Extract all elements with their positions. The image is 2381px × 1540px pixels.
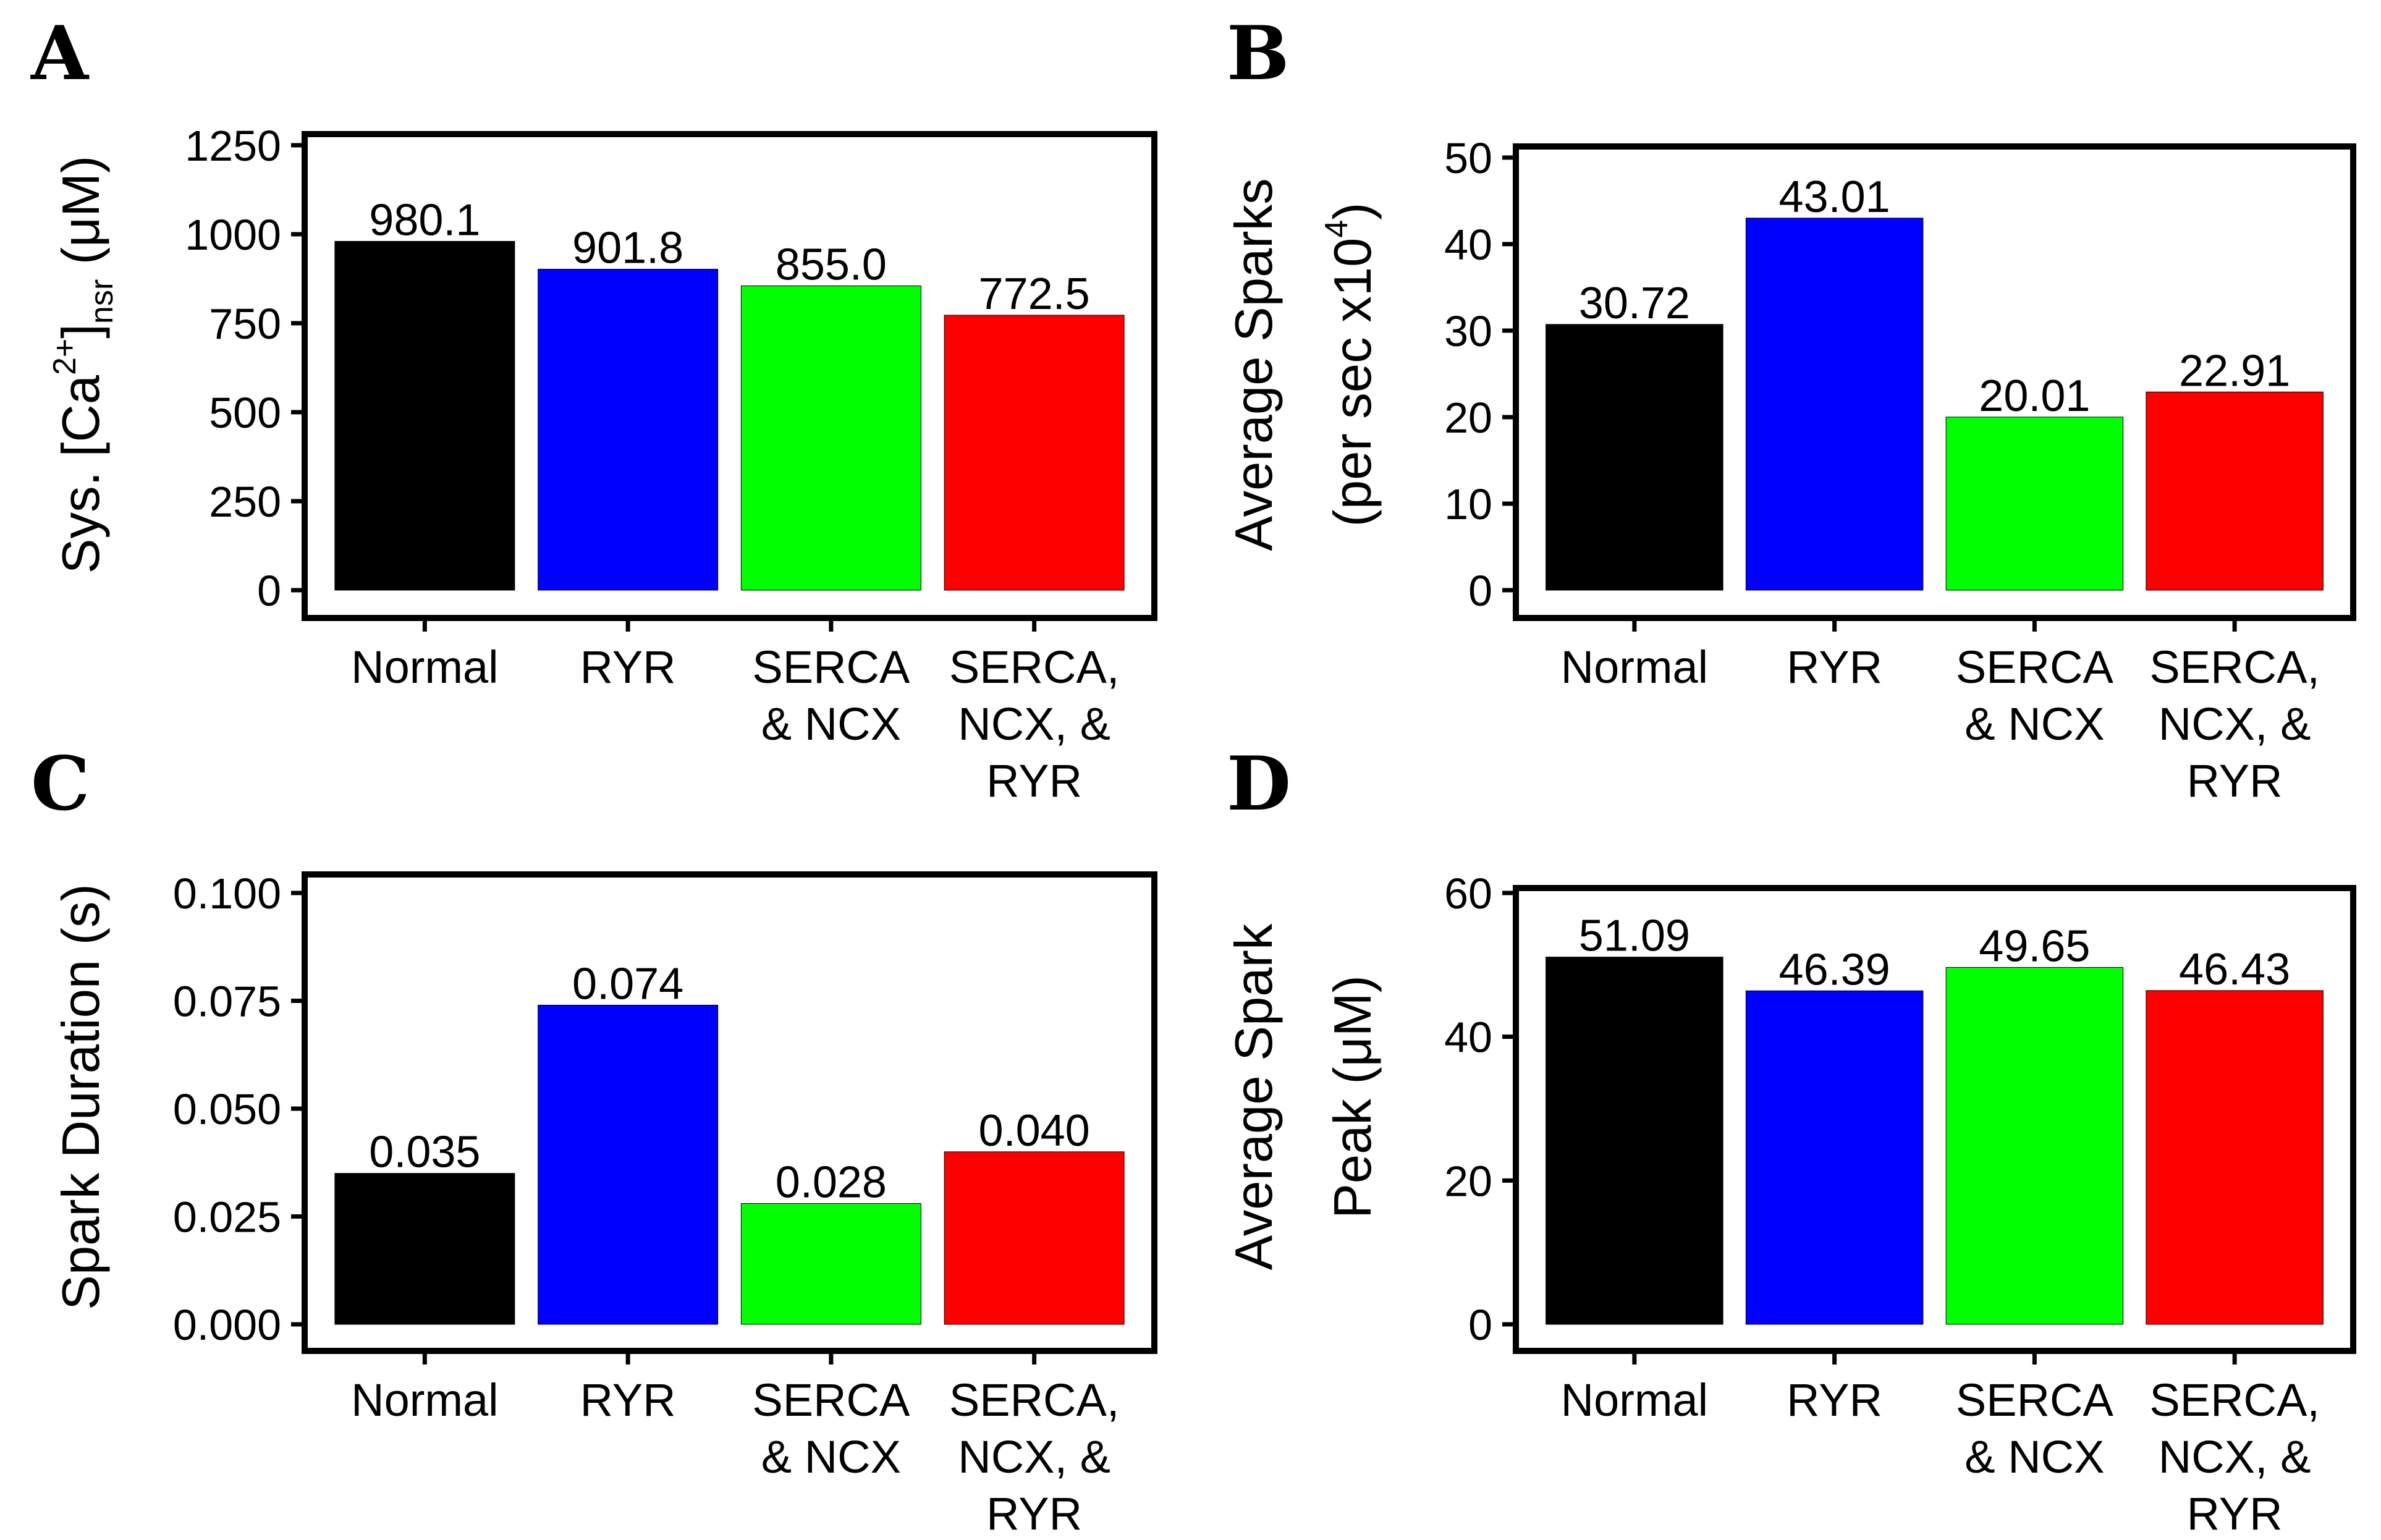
panel-a-data-label-1: 901.8: [572, 224, 683, 273]
panel-letter-a: A: [30, 10, 90, 97]
panel-b-bar-2: [1945, 417, 2124, 591]
panel-b-bar-1: [1745, 218, 1924, 591]
panel-a-ytick-label-2: 500: [209, 389, 281, 437]
panel-a-category-label-3: SERCA, NCX, & RYR: [949, 641, 1120, 806]
panel-c-ytick-label-0: 0.000: [173, 1301, 281, 1349]
panel-b-ytick-label-2: 20: [1444, 394, 1492, 442]
panel-d-ylabel-line2: Peak (μM): [1324, 975, 1382, 1219]
panel-a-bar-1: [538, 269, 719, 591]
panel-d-ylabel-line1: Average Spark: [1225, 923, 1284, 1270]
panel-d-data-label-2: 49.65: [1979, 921, 2090, 971]
panel-a-frame: [302, 131, 1157, 621]
panel-b-ylabel-line2: (per sec x104): [1319, 203, 1382, 527]
panel-a-data-label-0: 980.1: [369, 195, 480, 245]
panel-letter-c: C: [31, 740, 90, 827]
panel-d-category-label-0: Normal: [1561, 1374, 1708, 1426]
panel-d-ytick-label-1: 20: [1444, 1157, 1492, 1205]
panel-a-ytick-label-4: 1000: [185, 211, 281, 259]
panel-a-ylabel: Sys. [Ca2+]nsr (μM): [47, 156, 120, 573]
panel-c-category-label-3: SERCA, NCX, & RYR: [949, 1374, 1120, 1539]
panel-b-data-label-3: 22.91: [2179, 346, 2290, 396]
panel-b-ytick-label-0: 0: [1468, 567, 1492, 615]
panel-d-category-label-3: SERCA, NCX, & RYR: [2149, 1374, 2320, 1539]
panel-b-category-label-2: SERCA & NCX: [1956, 641, 2114, 750]
panel-d-ytick-label-3: 60: [1444, 869, 1492, 918]
panel-a-chart: 980.1 901.8 855.0 772.5 0 250 500 750 1000 1250 No…: [185, 122, 1157, 806]
panel-b-data-label-0: 30.72: [1579, 279, 1690, 328]
panel-c-ytick-label-4: 0.100: [173, 869, 281, 918]
panel-a-ytick-label-3: 750: [209, 300, 281, 348]
panel-a-ytick-label-0: 0: [257, 567, 281, 615]
panel-c-ylabel: Spark Duration (s): [52, 884, 111, 1310]
panel-c-category-label-0: Normal: [351, 1374, 498, 1426]
panel-d-ytick-label-0: 0: [1468, 1301, 1492, 1349]
panel-a-category-label-0: Normal: [351, 641, 498, 693]
panel-d-chart: 51.09 46.39 49.65 46.43 0 20 40 60 Normal RYR SERC…: [1444, 869, 2356, 1539]
panel-c-data-label-3: 0.040: [979, 1106, 1090, 1156]
panel-d-category-label-1: RYR: [1787, 1374, 1882, 1426]
panel-a-bar-3: [944, 315, 1125, 591]
panel-d-bar-0: [1546, 957, 1723, 1325]
panel-c-ytick-label-3: 0.075: [173, 978, 281, 1026]
panel-d-category-label-2: SERCA & NCX: [1956, 1374, 2114, 1483]
panel-b-ytick-label-5: 50: [1444, 134, 1492, 182]
panel-d-data-label-0: 51.09: [1579, 912, 1690, 961]
panel-d-data-label-1: 46.39: [1779, 945, 1890, 994]
panel-a-data-label-3: 772.5: [979, 269, 1090, 319]
panel-c-bar-3: [944, 1151, 1125, 1325]
panel-c-data-label-2: 0.028: [776, 1158, 887, 1208]
panel-letter-d: D: [1227, 740, 1291, 827]
panel-c-ytick-label-2: 0.050: [173, 1085, 281, 1133]
panel-a-ytick-label-1: 250: [209, 478, 281, 526]
panel-b-category-label-3: SERCA, NCX, & RYR: [2149, 641, 2320, 806]
panel-d-bar-3: [2146, 990, 2324, 1325]
panel-b-chart: 30.72 43.01 20.01 22.91 0 10 20 30 40 50 Normal RYR…: [1444, 134, 2356, 806]
panel-b-category-label-0: Normal: [1561, 641, 1708, 693]
panel-a-data-label-2: 855.0: [776, 240, 887, 290]
panel-b-bar-3: [2146, 391, 2324, 591]
panel-b-bar-0: [1546, 324, 1723, 591]
panel-d-data-label-3: 46.43: [2179, 945, 2290, 994]
panel-d-bar-1: [1745, 990, 1924, 1325]
panel-b-ytick-label-1: 10: [1444, 480, 1492, 528]
panel-d-frame: [1513, 885, 2356, 1354]
panel-a-bar-2: [740, 286, 921, 591]
panel-c-chart: 0.035 0.074 0.028 0.040 0.000 0.025 0.050 0.075…: [173, 869, 1157, 1539]
panel-b-ytick-label-3: 30: [1444, 307, 1492, 355]
panel-c-data-label-0: 0.035: [369, 1128, 480, 1177]
panel-a-ytick-label-5: 1250: [185, 122, 281, 170]
panel-a-category-label-1: RYR: [580, 641, 676, 693]
panel-c-ytick-label-1: 0.025: [173, 1193, 281, 1242]
panel-b-data-label-2: 20.01: [1979, 371, 2090, 421]
panel-d-ytick-label-2: 40: [1444, 1013, 1492, 1062]
panel-c-category-label-2: SERCA & NCX: [752, 1374, 910, 1483]
panel-b-data-label-1: 43.01: [1779, 172, 1890, 222]
panel-a-category-label-2: SERCA & NCX: [752, 641, 910, 750]
panel-a-bar-0: [334, 240, 515, 591]
panel-c-bar-1: [538, 1004, 719, 1325]
panel-d-bar-2: [1945, 967, 2124, 1325]
panel-c-bar-2: [740, 1203, 921, 1325]
panel-b-frame: [1513, 143, 2356, 621]
panel-b-ylabel-line1: Average Sparks: [1225, 178, 1284, 551]
panel-c-frame: [302, 871, 1157, 1354]
panel-c-category-label-1: RYR: [580, 1374, 676, 1426]
panel-c-data-label-1: 0.074: [572, 959, 683, 1009]
panel-b-category-label-1: RYR: [1787, 641, 1882, 693]
panel-c-bar-0: [334, 1173, 515, 1325]
panel-b-ytick-label-4: 40: [1444, 221, 1492, 269]
panel-letter-b: B: [1227, 10, 1289, 97]
